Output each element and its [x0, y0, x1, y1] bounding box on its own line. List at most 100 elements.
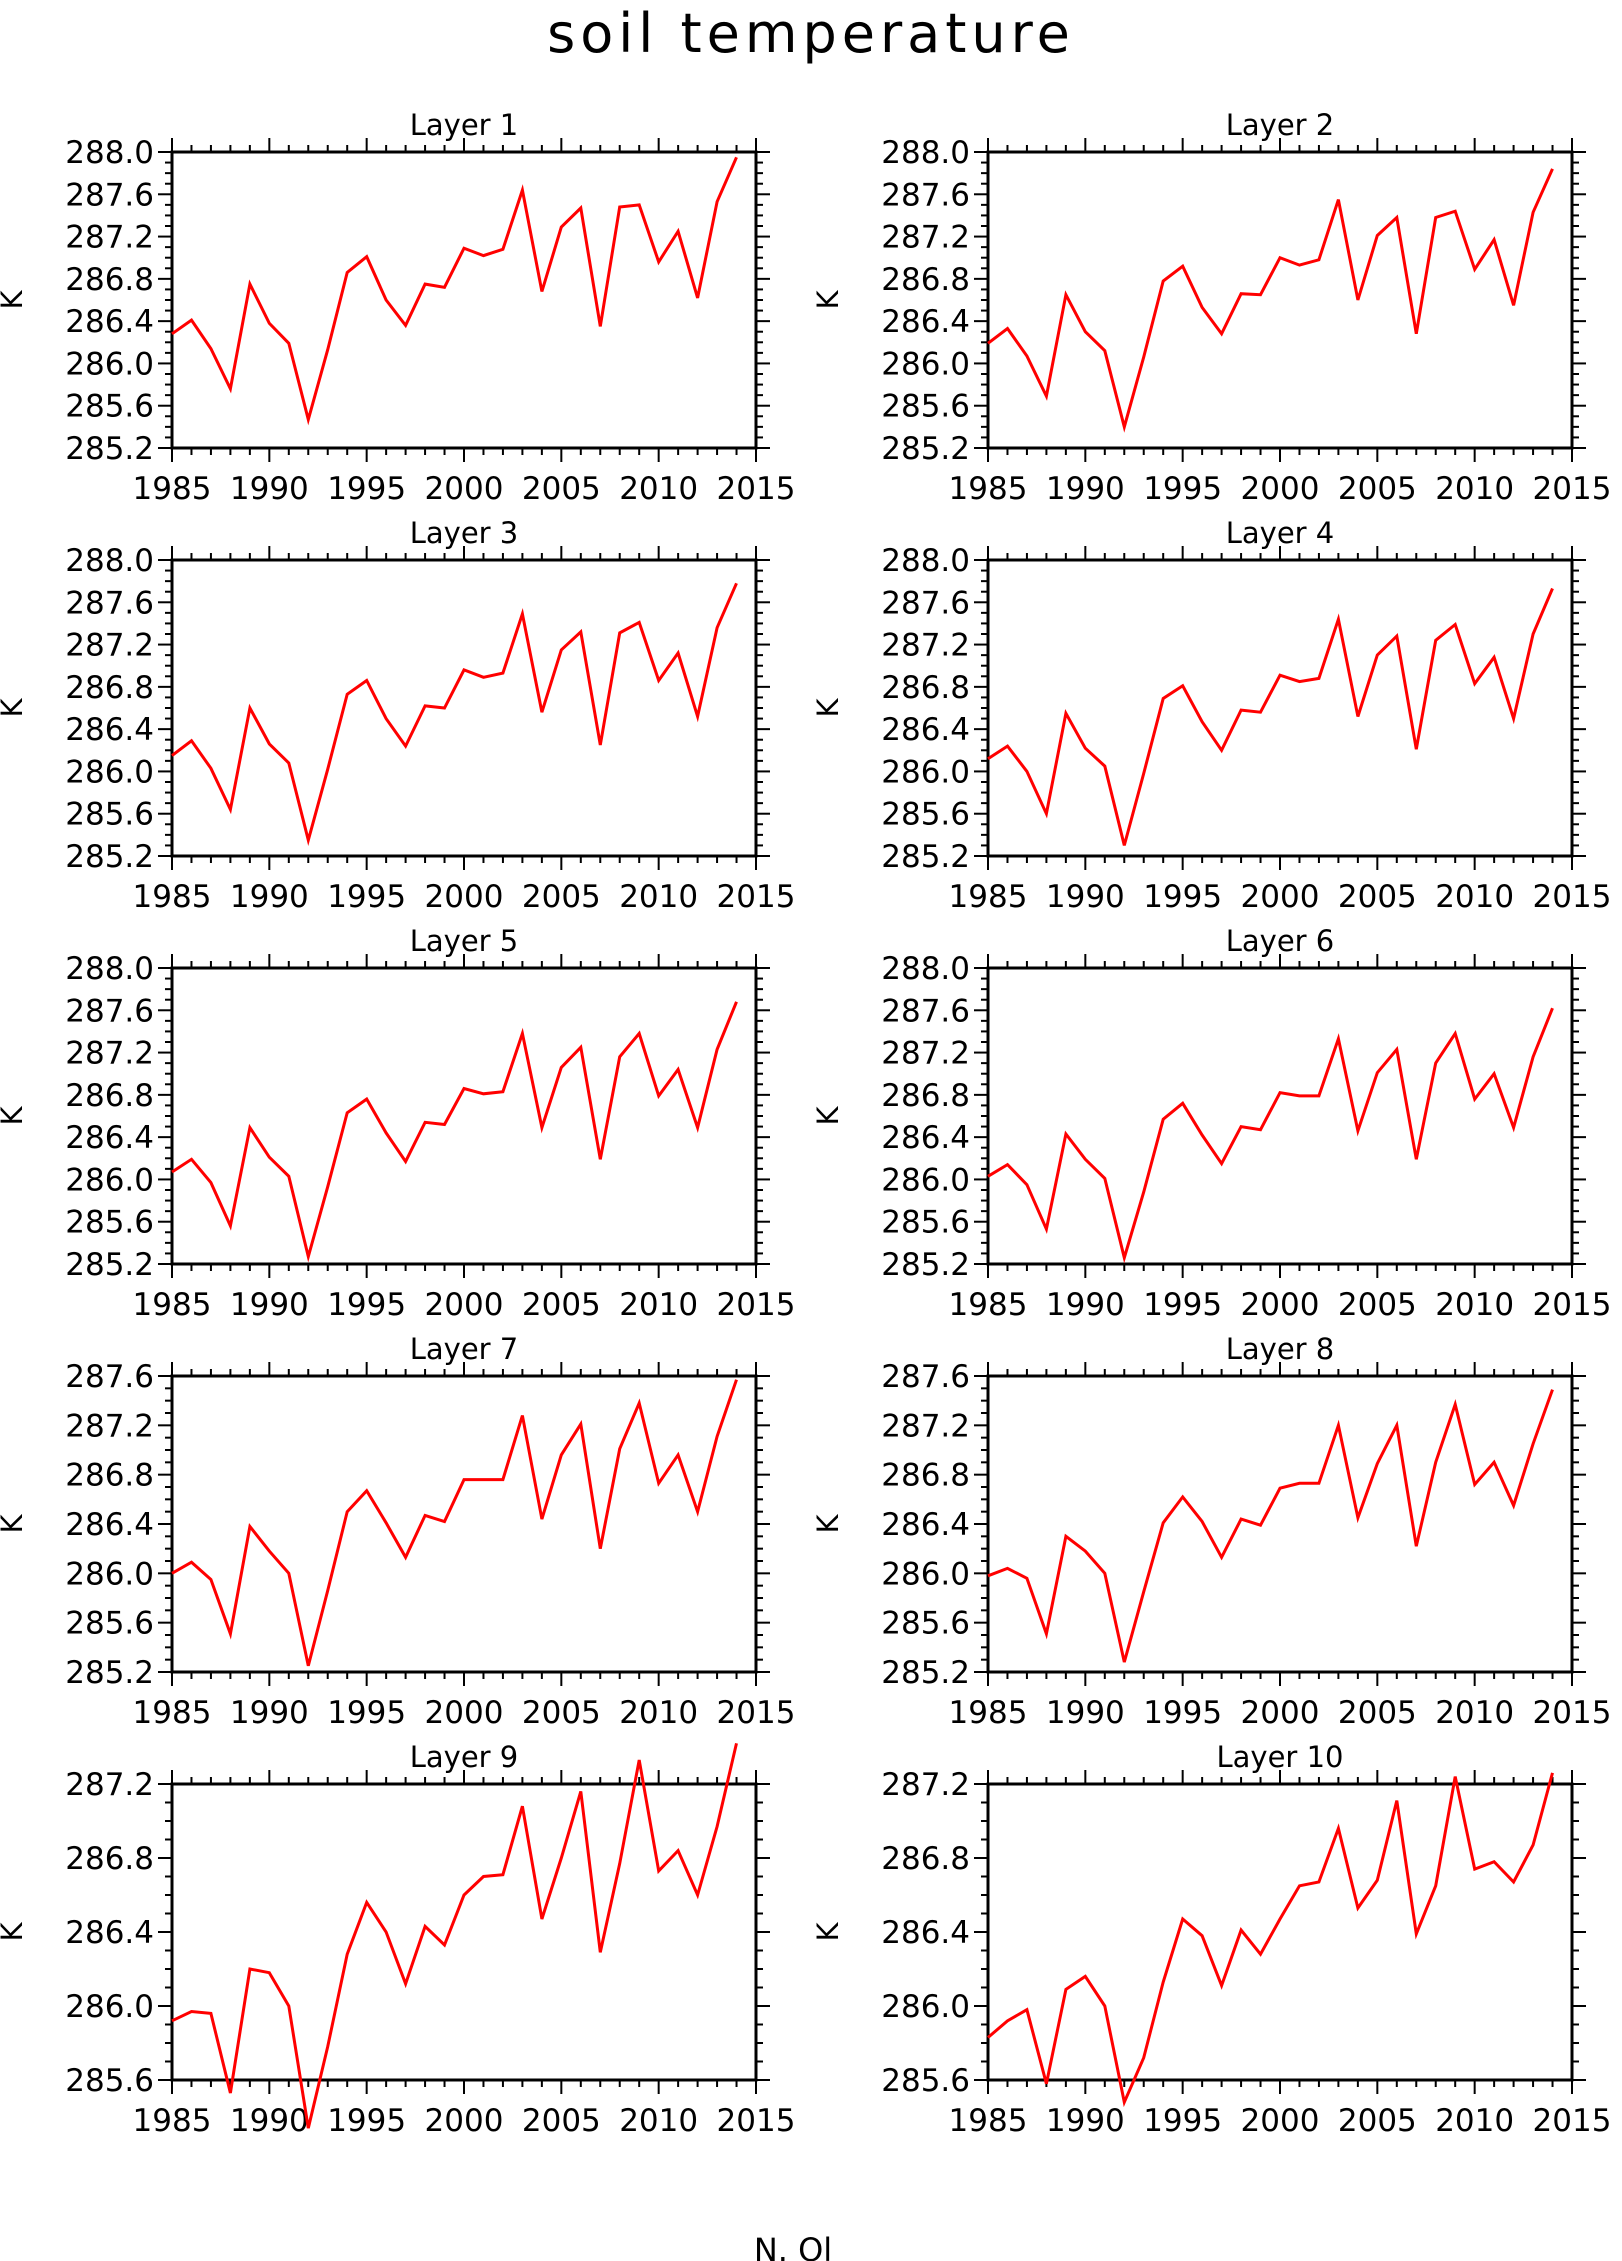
y-tick-label: 285.6	[881, 1205, 970, 1241]
x-tick-label: 2005	[522, 2103, 601, 2139]
y-tick-label: 286.0	[65, 1989, 154, 2025]
y-tick-label: 286.4	[65, 1915, 154, 1951]
y-tick-label: 286.8	[65, 670, 154, 706]
x-tick-label: 1990	[230, 2103, 309, 2139]
figure-title: soil temperature	[547, 2, 1075, 65]
x-tick-label: 2010	[619, 879, 698, 915]
x-tick-label: 2010	[1435, 2103, 1514, 2139]
y-axis-label: K	[811, 1922, 845, 1942]
x-tick-label: 2005	[1338, 2103, 1417, 2139]
x-tick-label: 1985	[133, 471, 212, 507]
y-axis-label: K	[0, 290, 29, 310]
x-tick-label: 1995	[327, 2103, 406, 2139]
x-tick-label: 2015	[1533, 471, 1612, 507]
x-tick-label: 1985	[949, 879, 1028, 915]
y-tick-label: 287.2	[881, 1036, 970, 1072]
x-tick-label: 1995	[1143, 879, 1222, 915]
x-tick-label: 2015	[717, 471, 796, 507]
y-tick-label: 286.4	[65, 304, 154, 340]
y-tick-label: 288.0	[881, 951, 970, 987]
x-tick-label: 1990	[230, 879, 309, 915]
y-tick-label: 286.0	[65, 346, 154, 382]
x-tick-label: 1995	[327, 1287, 406, 1323]
y-tick-label: 285.6	[65, 1205, 154, 1241]
chart-panel-10: 1985 1990 1995 2000 2005 2010 2015 285.6 286.0 28…	[811, 1740, 1611, 2139]
y-tick-label: 286.8	[65, 1841, 154, 1877]
panels: 1985 1990 1995 2000 2005 2010 2015 285.2 285.6 28…	[0, 108, 1611, 2139]
y-tick-label: 286.4	[881, 1507, 970, 1543]
x-tick-label: 1995	[1143, 471, 1222, 507]
x-tick-label: 2000	[425, 1695, 504, 1731]
x-tick-label: 2015	[717, 1287, 796, 1323]
y-tick-label: 286.0	[881, 1989, 970, 2025]
y-tick-label: 286.8	[881, 262, 970, 298]
series-line	[987, 168, 1554, 433]
x-tick-label: 2005	[522, 879, 601, 915]
series-line	[171, 1001, 738, 1263]
chart-panel-5: 1985 1990 1995 2000 2005 2010 2015 285.2 285.6 28…	[0, 924, 795, 1323]
x-tick-label: 2015	[717, 1695, 796, 1731]
x-tick-label: 1990	[1046, 1695, 1125, 1731]
x-tick-label: 1985	[133, 2103, 212, 2139]
x-tick-label: 1990	[1046, 471, 1125, 507]
y-tick-label: 288.0	[881, 135, 970, 171]
x-tick-label: 1985	[133, 879, 212, 915]
y-axis-label: K	[0, 1922, 29, 1942]
x-tick-label: 2010	[1435, 879, 1514, 915]
x-tick-label: 1990	[230, 1695, 309, 1731]
y-tick-label: 287.6	[65, 585, 154, 621]
y-tick-label: 287.2	[65, 1408, 154, 1444]
y-tick-label: 285.6	[65, 389, 154, 425]
y-tick-label: 286.0	[881, 754, 970, 790]
y-tick-label: 285.2	[881, 1247, 970, 1283]
x-tick-label: 2000	[1241, 2103, 1320, 2139]
series-line	[987, 1772, 1554, 2108]
x-tick-label: 2005	[522, 1287, 601, 1323]
x-tick-label: 2010	[619, 2103, 698, 2139]
y-tick-label: 285.6	[881, 1606, 970, 1642]
chart-panel-1: 1985 1990 1995 2000 2005 2010 2015 285.2 285.6 28…	[0, 108, 795, 507]
y-tick-label: 286.0	[65, 1162, 154, 1198]
y-tick-label: 286.4	[881, 712, 970, 748]
y-tick-label: 287.2	[881, 1408, 970, 1444]
x-tick-label: 2015	[1533, 1695, 1612, 1731]
x-tick-label: 2005	[522, 471, 601, 507]
panel-title: Layer 9	[410, 1740, 519, 1774]
x-tick-label: 2000	[425, 879, 504, 915]
y-tick-label: 288.0	[881, 543, 970, 579]
y-axis-label: K	[811, 1514, 845, 1534]
series-line	[171, 1742, 738, 2129]
y-tick-label: 287.2	[881, 1767, 970, 1803]
series-line	[987, 587, 1554, 846]
panel-title: Layer 3	[410, 516, 519, 550]
y-tick-label: 286.0	[881, 1556, 970, 1592]
chart-panel-8: 1985 1990 1995 2000 2005 2010 2015 285.2 285.6 28…	[811, 1332, 1611, 1731]
y-tick-label: 286.4	[881, 304, 970, 340]
x-tick-label: 1985	[133, 1287, 212, 1323]
y-tick-label: 288.0	[65, 951, 154, 987]
x-tick-label: 2015	[717, 2103, 796, 2139]
y-tick-label: 286.8	[65, 1458, 154, 1494]
y-tick-label: 287.2	[881, 220, 970, 256]
y-tick-label: 287.6	[881, 585, 970, 621]
chart-panel-3: 1985 1990 1995 2000 2005 2010 2015 285.2 285.6 28…	[0, 516, 795, 915]
y-tick-label: 285.2	[65, 431, 154, 467]
x-tick-label: 1990	[230, 1287, 309, 1323]
y-tick-label: 285.2	[881, 431, 970, 467]
x-tick-label: 2000	[1241, 879, 1320, 915]
y-tick-label: 287.2	[65, 220, 154, 256]
x-tick-label: 1990	[1046, 879, 1125, 915]
y-tick-label: 286.4	[65, 1507, 154, 1543]
x-tick-label: 1995	[1143, 1287, 1222, 1323]
x-tick-label: 1995	[327, 471, 406, 507]
series-line	[171, 1379, 738, 1667]
y-tick-label: 286.0	[65, 754, 154, 790]
y-tick-label: 285.2	[65, 839, 154, 875]
x-tick-label: 1990	[1046, 1287, 1125, 1323]
y-tick-label: 286.8	[65, 1078, 154, 1114]
y-tick-label: 286.4	[881, 1915, 970, 1951]
series-line	[171, 582, 738, 846]
x-tick-label: 2015	[1533, 1287, 1612, 1323]
